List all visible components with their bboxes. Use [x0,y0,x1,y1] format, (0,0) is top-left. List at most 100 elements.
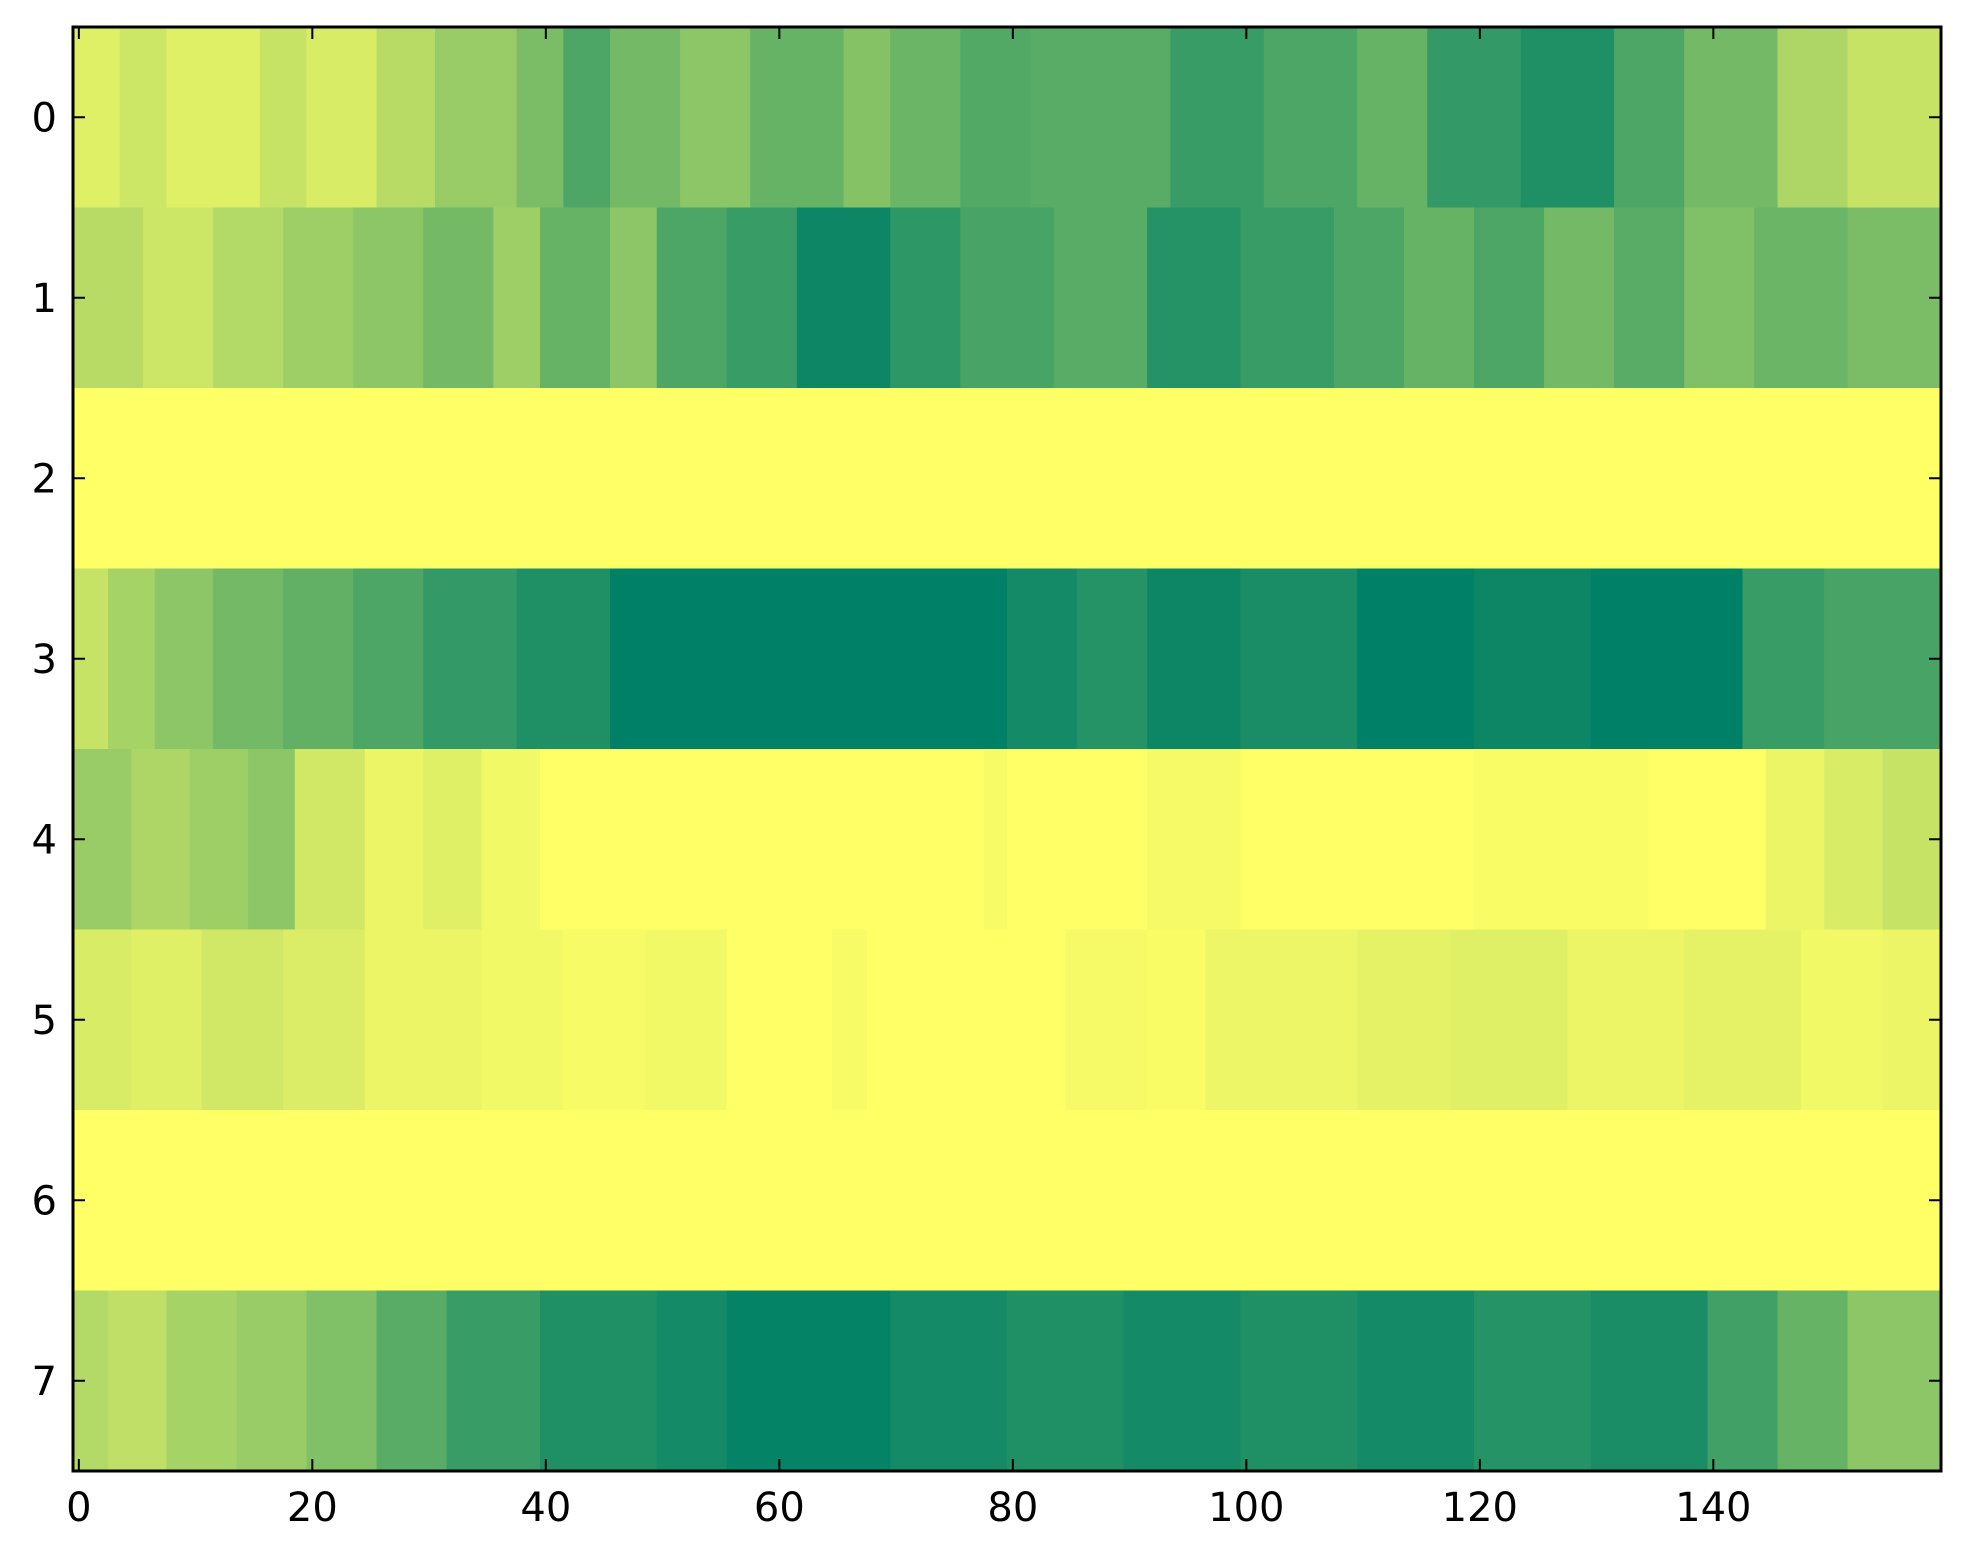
heatmap-cell-row-0-seg-22 [1684,27,1779,209]
y-tick-label-4: 4 [32,817,57,863]
heatmap-cell-row-0-seg-13 [890,27,961,209]
heatmap-cell-row-1-seg-4 [353,207,424,389]
heatmap-cell-row-5-seg-18 [1800,929,1884,1111]
heatmap-cell-row-4-seg-1 [131,749,191,931]
heatmap-cell-row-7-seg-7 [540,1290,658,1472]
heatmap-cell-row-3-seg-2 [154,568,214,750]
heatmap-cell-row-7-seg-10 [890,1290,1008,1472]
heatmap-cell-row-5-seg-11 [1065,929,1148,1111]
heatmap-cell-row-5-seg-5 [481,929,564,1111]
heatmap-cell-row-3-seg-11 [1147,568,1242,750]
heatmap-cell-row-4-seg-6 [423,749,483,931]
heatmap-cell-row-3-seg-13 [1357,568,1475,750]
heatmap-cell-row-3-seg-15 [1590,568,1744,750]
heatmap-cell-row-0-seg-21 [1614,27,1685,209]
heatmap-cell-row-5-seg-3 [283,929,366,1111]
heatmap-cell-row-1-seg-11 [796,207,891,389]
heatmap-cell-row-5-seg-13 [1205,929,1358,1111]
x-tick-label-20: 20 [287,1485,338,1531]
heatmap-cell-row-7-seg-19 [1847,1290,1942,1472]
heatmap-cell-row-5-seg-17 [1684,929,1802,1111]
heatmap-cell-row-5-seg-12 [1147,929,1207,1111]
x-tick-label-100: 100 [1208,1485,1284,1531]
heatmap-cell-row-0-seg-19 [1427,27,1522,209]
heatmap-cell-row-1-seg-24 [1847,207,1942,389]
heatmap-cell-row-5-seg-10 [866,929,1066,1111]
heatmap-cell-row-0-seg-3 [259,27,308,209]
heatmap-cell-row-3-seg-6 [423,568,518,750]
heatmap-cell-row-4-seg-2 [189,749,249,931]
heatmap-cell-row-0-seg-6 [434,27,518,209]
heatmap-cell-row-0-seg-14 [960,27,1031,209]
heatmap-cell-row-4-seg-5 [364,749,424,931]
heatmap-cell-row-7-seg-8 [656,1290,728,1472]
heatmap-cell-row-6-seg-0 [73,1110,1942,1292]
heatmap-cell-row-1-seg-6 [493,207,541,389]
heatmap-cell-row-7-seg-9 [726,1290,891,1472]
heatmap-cell-row-5-seg-4 [364,929,483,1111]
x-tick-label-80: 80 [987,1485,1038,1531]
heatmap-cell-row-3-seg-1 [108,568,156,750]
heatmap-cell-row-1-seg-21 [1614,207,1685,389]
heatmap-cell-row-3-seg-12 [1240,568,1358,750]
heatmap-cell-row-1-seg-18 [1403,207,1475,389]
heatmap-cell-row-1-seg-12 [890,207,961,389]
y-tick-label-5: 5 [32,998,57,1044]
heatmap-cell-row-5-seg-6 [563,929,646,1111]
plot-frame [71,25,1943,1473]
heatmap-cell-row-5-seg-1 [131,929,203,1111]
heatmap-cell-row-7-seg-15 [1474,1290,1592,1472]
heatmap-cell-row-0-seg-23 [1777,27,1849,209]
heatmap-cell-row-4-seg-3 [248,749,296,931]
heatmap-cell-row-4-seg-16 [1824,749,1884,931]
heatmap-cell-row-3-seg-7 [516,568,611,750]
heatmap-cell-row-1-seg-20 [1544,207,1615,389]
heatmap-cell-row-7-seg-16 [1590,1290,1709,1472]
y-tick-label-0: 0 [32,95,57,141]
heatmap-cell-row-1-seg-7 [540,207,611,389]
heatmap-cell-row-0-seg-5 [376,27,436,209]
heatmap-cell-row-2-seg-0 [73,388,1942,570]
heatmap-cell-row-1-seg-2 [213,207,284,389]
heatmap-cell-row-5-seg-14 [1357,929,1452,1111]
heatmap-cell-row-5-seg-9 [831,929,868,1111]
x-axis: 0 20 40 60 80 100 120 140 [66,27,1752,1531]
heatmap-cell-row-5-seg-16 [1567,929,1685,1111]
x-tick-label-0: 0 [66,1485,91,1531]
heatmap-cell-row-7-seg-11 [1007,1290,1125,1472]
heatmap-cell-row-7-seg-2 [166,1290,238,1472]
heatmap-cell-row-3-seg-10 [1077,568,1148,750]
heatmap-cell-row-4-seg-14 [1649,749,1767,931]
heatmap-cell-row-3-seg-5 [353,568,424,750]
heatmap-cell-row-7-seg-4 [306,1290,378,1472]
heatmap-cell-row-4-seg-10 [1007,749,1148,931]
heatmap-cells [73,27,1942,1472]
x-tick-label-140: 140 [1675,1485,1751,1531]
y-tick-label-2: 2 [32,456,57,502]
heatmap-cell-row-4-seg-15 [1765,749,1825,931]
heatmap-cell-row-3-seg-17 [1824,568,1942,750]
heatmap-cell-row-5-seg-7 [645,929,728,1111]
heatmap-cell-row-0-seg-17 [1263,27,1358,209]
heatmap-cell-row-0-seg-10 [680,27,751,209]
heatmap-cell-row-3-seg-3 [213,568,284,750]
heatmap-cell-row-0-seg-9 [610,27,681,209]
heatmap-cell-row-1-seg-22 [1684,207,1755,389]
heatmap-cell-row-0-seg-11 [750,27,845,209]
heatmap-cell-row-7-seg-18 [1777,1290,1849,1472]
x-tick-label-40: 40 [520,1485,571,1531]
heatmap-cell-row-4-seg-9 [983,749,1008,931]
heatmap-cell-row-7-seg-1 [108,1290,168,1472]
heatmap-cell-row-1-seg-19 [1474,207,1545,389]
y-axis: 0 1 2 3 4 5 6 7 [32,95,1941,1405]
heatmap-cell-row-7-seg-5 [376,1290,448,1472]
heatmap-cell-row-0-seg-16 [1170,27,1265,209]
heatmap-cell-row-4-seg-12 [1240,749,1475,931]
heatmap-cell-row-0-seg-12 [843,27,891,209]
heatmap-cell-row-3-seg-16 [1742,568,1825,750]
heatmap-cell-row-7-seg-17 [1707,1290,1779,1472]
heatmap-cell-row-1-seg-10 [726,207,798,389]
heatmap-cell-row-1-seg-9 [656,207,728,389]
heatmap-cell-row-1-seg-17 [1333,207,1405,389]
heatmap-cell-row-4-seg-4 [294,749,366,931]
